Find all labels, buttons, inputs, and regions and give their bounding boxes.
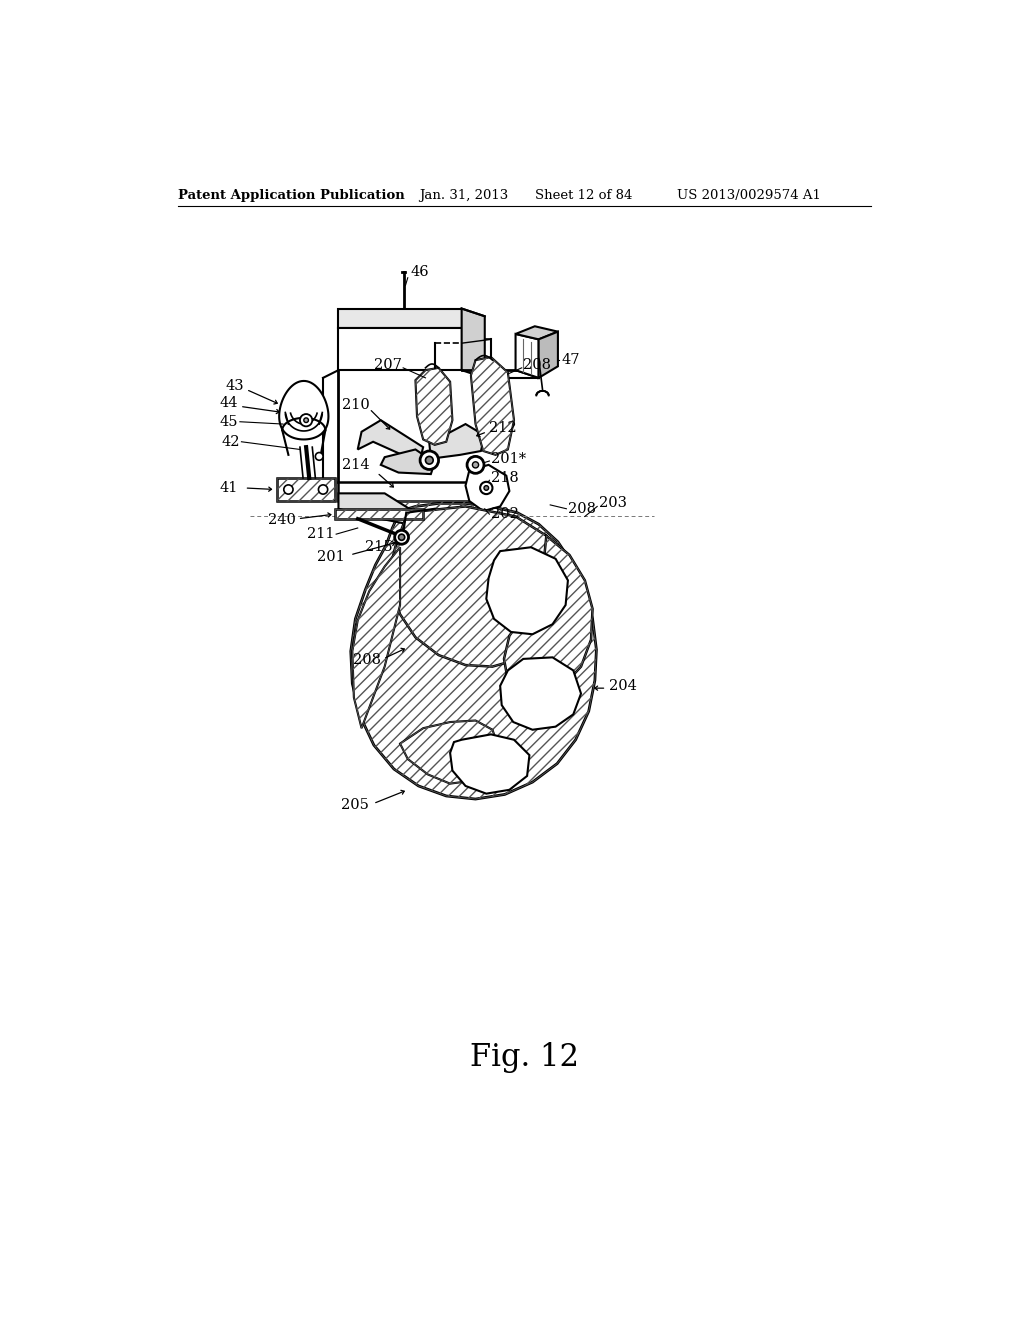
- Polygon shape: [339, 309, 462, 327]
- Text: 215: 215: [365, 540, 392, 554]
- Circle shape: [472, 462, 478, 469]
- Circle shape: [467, 457, 484, 474]
- Polygon shape: [515, 326, 558, 339]
- Circle shape: [398, 535, 404, 540]
- Text: 42: 42: [221, 434, 240, 449]
- Polygon shape: [471, 358, 514, 455]
- Circle shape: [484, 486, 488, 490]
- Text: 201*: 201*: [490, 451, 526, 466]
- Text: 214: 214: [342, 458, 370, 471]
- Circle shape: [304, 418, 308, 422]
- Polygon shape: [339, 494, 416, 524]
- Text: 208: 208: [523, 358, 551, 372]
- Polygon shape: [500, 657, 581, 730]
- Polygon shape: [276, 478, 335, 502]
- Text: Fig. 12: Fig. 12: [470, 1043, 580, 1073]
- Text: 203: 203: [599, 496, 627, 511]
- Text: 204: 204: [609, 678, 637, 693]
- Polygon shape: [466, 465, 509, 511]
- Text: 205: 205: [341, 799, 370, 812]
- Polygon shape: [429, 424, 484, 459]
- Polygon shape: [351, 503, 596, 799]
- Polygon shape: [416, 368, 453, 445]
- Polygon shape: [339, 327, 462, 370]
- Text: 44: 44: [220, 396, 239, 411]
- Polygon shape: [539, 331, 558, 378]
- Text: US 2013/0029574 A1: US 2013/0029574 A1: [677, 189, 821, 202]
- Text: 45: 45: [220, 414, 239, 429]
- Polygon shape: [451, 734, 529, 793]
- Text: 210: 210: [342, 397, 370, 412]
- Circle shape: [284, 484, 293, 494]
- Text: 208: 208: [568, 502, 596, 516]
- Circle shape: [420, 451, 438, 470]
- Polygon shape: [280, 381, 329, 440]
- Polygon shape: [339, 482, 473, 502]
- Text: 211: 211: [307, 527, 335, 541]
- Polygon shape: [357, 420, 423, 462]
- Polygon shape: [352, 548, 400, 729]
- Polygon shape: [381, 449, 435, 474]
- Circle shape: [394, 531, 409, 544]
- Polygon shape: [486, 548, 568, 635]
- Text: 218: 218: [490, 471, 519, 484]
- Polygon shape: [515, 334, 539, 378]
- Text: 47: 47: [562, 354, 581, 367]
- Text: 208: 208: [353, 653, 381, 668]
- Polygon shape: [400, 721, 499, 784]
- Circle shape: [425, 457, 433, 465]
- Text: 41: 41: [220, 480, 239, 495]
- Text: Jan. 31, 2013: Jan. 31, 2013: [419, 189, 509, 202]
- Text: Patent Application Publication: Patent Application Publication: [178, 189, 406, 202]
- Polygon shape: [391, 507, 565, 667]
- Circle shape: [318, 484, 328, 494]
- Polygon shape: [335, 508, 423, 519]
- Circle shape: [480, 482, 493, 494]
- Polygon shape: [504, 536, 593, 696]
- Polygon shape: [462, 309, 484, 378]
- Text: 207: 207: [374, 358, 401, 372]
- Text: 202: 202: [490, 507, 519, 521]
- Text: 240: 240: [268, 513, 296, 527]
- Circle shape: [315, 453, 323, 461]
- Circle shape: [300, 414, 312, 426]
- Text: 212: 212: [488, 421, 516, 434]
- Text: 46: 46: [410, 265, 429, 280]
- Text: 43: 43: [226, 379, 245, 392]
- Text: 201: 201: [316, 550, 345, 564]
- Text: Sheet 12 of 84: Sheet 12 of 84: [535, 189, 632, 202]
